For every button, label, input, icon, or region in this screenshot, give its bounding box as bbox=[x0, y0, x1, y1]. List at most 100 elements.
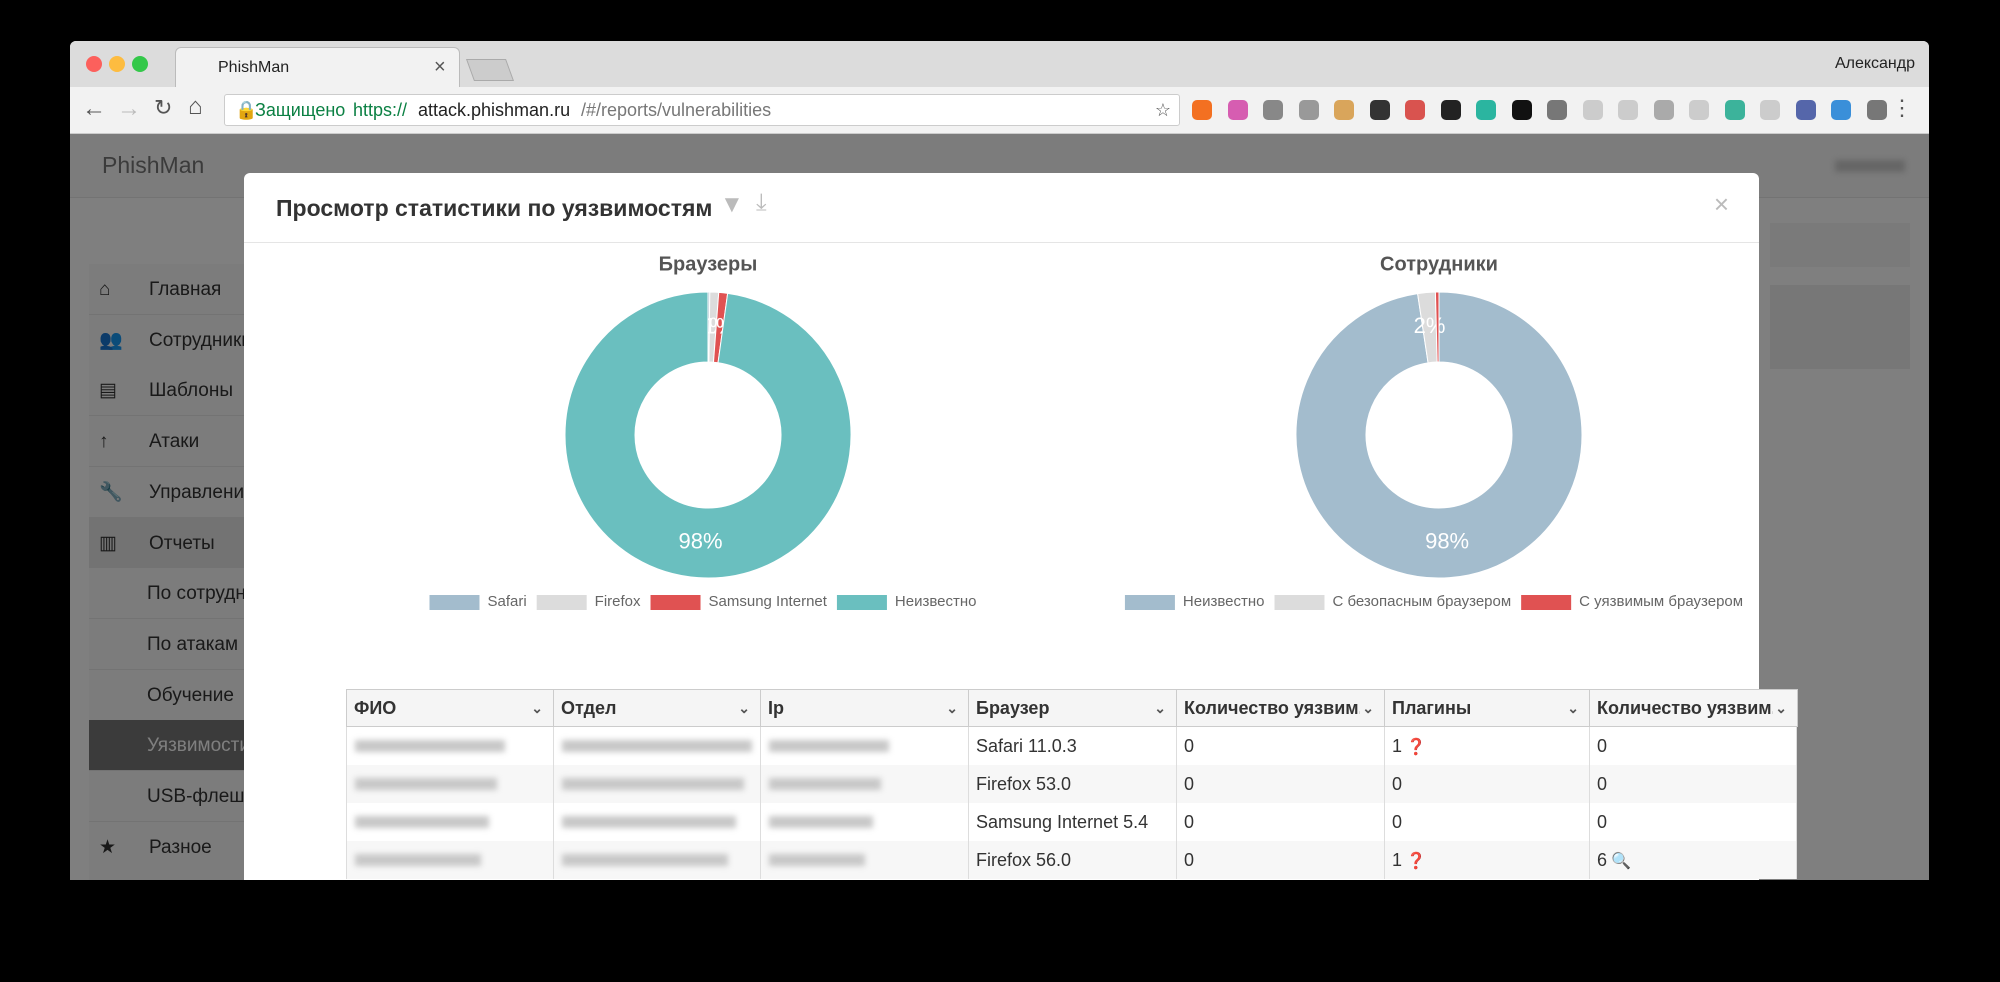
column-header[interactable]: Количество уязвим... ⌄ bbox=[1589, 689, 1798, 727]
zoom-icon[interactable]: 🔍 bbox=[1611, 853, 1631, 870]
blurred-text bbox=[355, 816, 489, 828]
legend-swatch bbox=[536, 595, 587, 610]
extension-icon[interactable] bbox=[1866, 100, 1887, 120]
table-cell: 0 bbox=[1384, 803, 1589, 841]
extension-icon[interactable] bbox=[1795, 100, 1816, 120]
cell-text: Firefox 56.0 bbox=[976, 850, 1072, 870]
extension-icon[interactable] bbox=[1547, 100, 1567, 120]
column-header[interactable]: Ip ⌄ bbox=[760, 689, 969, 727]
table-cell: Firefox 56.0 bbox=[968, 841, 1176, 879]
table-cell: 1 ❓ bbox=[1384, 727, 1589, 765]
extension-icon[interactable] bbox=[1298, 100, 1319, 120]
sort-caret[interactable]: ⌄ bbox=[1567, 700, 1579, 716]
blurred-text bbox=[355, 740, 505, 752]
minimize-button[interactable] bbox=[109, 56, 125, 72]
address-bar[interactable]: 🔒 Защищено https:// attack.phishman.ru /#/… bbox=[224, 94, 1180, 126]
new-tab[interactable] bbox=[465, 59, 515, 81]
table-cell: 0 bbox=[1384, 765, 1589, 803]
tab[interactable]: PhishMan × bbox=[175, 47, 460, 87]
blurred-cell bbox=[760, 765, 968, 803]
extension-icon[interactable] bbox=[1334, 100, 1354, 120]
table-cell: 0 bbox=[1176, 841, 1384, 879]
tab-title: PhishMan bbox=[218, 59, 290, 76]
table-cell: 0 bbox=[1176, 803, 1384, 841]
help-icon[interactable]: ❓ bbox=[1406, 739, 1426, 756]
extension-icon[interactable] bbox=[1760, 100, 1780, 120]
zoom-button[interactable] bbox=[132, 56, 148, 72]
extension-icon[interactable] bbox=[1369, 100, 1390, 120]
column-header[interactable]: Количество уязвим... ⌄ bbox=[1176, 689, 1385, 727]
cell-text: Firefox 53.0 bbox=[976, 774, 1072, 794]
bookmark-star[interactable]: ☆ bbox=[1154, 100, 1171, 120]
home[interactable]: ⌂ bbox=[188, 93, 203, 120]
extension-icon[interactable] bbox=[1263, 100, 1283, 120]
slice-label: 98% bbox=[679, 529, 723, 554]
header-label: Количество уязвим... bbox=[1184, 698, 1360, 718]
sort-caret[interactable]: ⌄ bbox=[1775, 700, 1787, 716]
cell-text: 1 bbox=[1392, 850, 1403, 870]
sort-caret[interactable]: ⌄ bbox=[1362, 700, 1374, 716]
chart-title: Браузеры bbox=[659, 253, 758, 275]
extension-icon[interactable] bbox=[1582, 100, 1603, 120]
filter-icon[interactable]: ▼ bbox=[720, 191, 744, 218]
extension-icon[interactable] bbox=[1724, 100, 1745, 120]
secure-label: Защищено bbox=[255, 100, 346, 120]
extensions bbox=[1192, 100, 1892, 122]
extension-icon[interactable] bbox=[1405, 100, 1425, 120]
donut-slice bbox=[1434, 291, 1440, 363]
table-cell: 6 🔍 bbox=[1589, 841, 1797, 879]
header-label: Браузер bbox=[976, 698, 1050, 718]
sort-caret[interactable]: ⌄ bbox=[738, 700, 750, 716]
extension-icon[interactable] bbox=[1227, 100, 1248, 120]
slice-label: 2% bbox=[1414, 313, 1446, 338]
legend-swatch bbox=[1274, 595, 1325, 610]
tab-close[interactable]: × bbox=[434, 56, 446, 78]
download-icon[interactable]: ⤓ bbox=[756, 189, 767, 216]
legend-label: С безопасным браузером bbox=[1333, 593, 1512, 610]
blurred-cell bbox=[553, 765, 760, 803]
reload[interactable]: ↻ bbox=[154, 95, 173, 120]
column-header[interactable]: Отдел ⌄ bbox=[553, 689, 761, 727]
blurred-text bbox=[769, 778, 881, 790]
table-cell: 0 bbox=[1176, 765, 1384, 803]
close-button[interactable] bbox=[86, 56, 102, 72]
extension-icon[interactable] bbox=[1192, 100, 1212, 120]
sort-caret[interactable]: ⌄ bbox=[946, 700, 958, 716]
divider bbox=[244, 242, 1759, 243]
extension-icon[interactable] bbox=[1440, 100, 1461, 120]
legend-label: Samsung Internet bbox=[709, 593, 828, 610]
slice-label: 98% bbox=[1425, 529, 1469, 554]
legend-swatch bbox=[1124, 595, 1175, 610]
modal-close[interactable]: × bbox=[1713, 189, 1729, 219]
column-header[interactable]: Плагины ⌄ bbox=[1384, 689, 1590, 727]
extension-icon[interactable] bbox=[1689, 100, 1709, 120]
sort-caret[interactable]: ⌄ bbox=[531, 700, 543, 716]
blurred-text bbox=[562, 816, 736, 828]
table: ФИО ⌄ Отдел ⌄ Ip ⌄ Браузер ⌄ Количество уязвим..… bbox=[346, 689, 1798, 880]
blurred-text bbox=[769, 816, 873, 828]
cell-text: 1 bbox=[1392, 736, 1403, 756]
help-icon[interactable]: ❓ bbox=[1406, 853, 1426, 870]
blurred-cell bbox=[760, 727, 968, 765]
sort-caret[interactable]: ⌄ bbox=[1154, 700, 1166, 716]
column-header[interactable]: ФИО ⌄ bbox=[346, 689, 554, 727]
table-cell: 0 bbox=[1589, 727, 1797, 765]
modal: Просмотр статистики по уязвимостям ▼ ⤓ ×… bbox=[244, 173, 1798, 880]
profile-name[interactable]: Александр bbox=[1834, 55, 1915, 72]
back[interactable]: ← bbox=[82, 95, 106, 122]
table-cell: 1 ❓ bbox=[1384, 841, 1589, 879]
cell-text: 0 bbox=[1597, 774, 1608, 794]
extension-icon[interactable] bbox=[1831, 100, 1851, 120]
extension-icon[interactable] bbox=[1618, 100, 1638, 120]
cell-text: Samsung Internet 5.4 bbox=[976, 812, 1149, 832]
table-cell: Samsung Internet 5.4 bbox=[968, 803, 1176, 841]
column-header[interactable]: Браузер ⌄ bbox=[968, 689, 1177, 727]
forward[interactable]: → bbox=[117, 95, 141, 122]
cell-text: 0 bbox=[1392, 812, 1403, 832]
cell-text: 0 bbox=[1597, 736, 1608, 756]
extension-icon[interactable] bbox=[1476, 100, 1496, 120]
menu[interactable]: ⋮ bbox=[1891, 95, 1913, 120]
extension-icon[interactable] bbox=[1511, 100, 1532, 120]
extension-icon[interactable] bbox=[1653, 100, 1674, 120]
